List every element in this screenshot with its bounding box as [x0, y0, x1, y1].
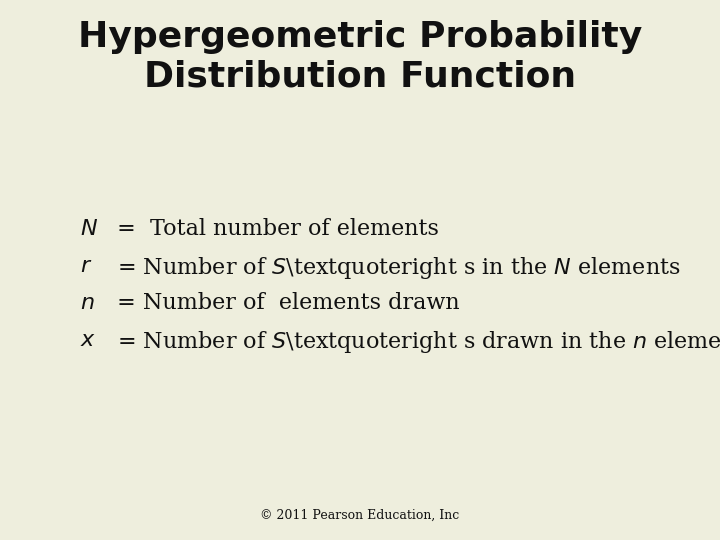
Text: $\mathit{r}$: $\mathit{r}$: [80, 255, 92, 277]
Text: = Number of $\mathit{S}$\textquoteright s in the $\mathit{N}$ elements: = Number of $\mathit{S}$\textquoteright …: [110, 255, 680, 281]
Text: $\mathit{n}$: $\mathit{n}$: [80, 292, 94, 314]
Text: © 2011 Pearson Education, Inc: © 2011 Pearson Education, Inc: [261, 509, 459, 522]
Text: $\mathit{N}$: $\mathit{N}$: [80, 218, 98, 240]
Text: = Number of $\mathit{S}$\textquoteright s drawn in the $\mathit{n}$ elements: = Number of $\mathit{S}$\textquoteright …: [110, 329, 720, 355]
Text: Hypergeometric Probability
Distribution Function: Hypergeometric Probability Distribution …: [78, 20, 642, 93]
Text: $\mathit{x}$: $\mathit{x}$: [80, 329, 96, 351]
Text: = Number of  elements drawn: = Number of elements drawn: [110, 292, 459, 314]
Text: =  Total number of elements: = Total number of elements: [110, 218, 439, 240]
